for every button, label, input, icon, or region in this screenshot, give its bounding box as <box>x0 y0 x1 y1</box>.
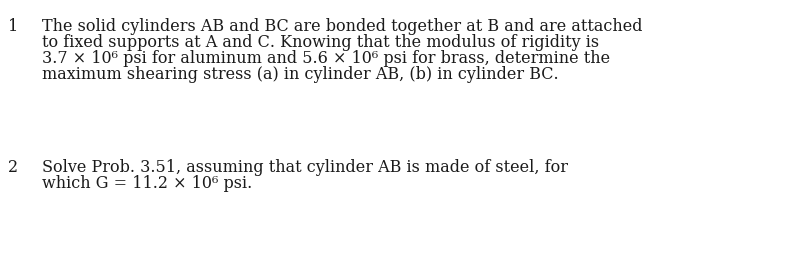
Text: 1: 1 <box>8 18 18 35</box>
Text: which ​G​ = 11.2 × 10⁶ psi.: which ​G​ = 11.2 × 10⁶ psi. <box>42 175 252 191</box>
Text: to fixed supports at ​A​ and ​C​. Knowing that the modulus of rigidity is: to fixed supports at ​A​ and ​C​. Knowin… <box>42 34 599 51</box>
Text: The solid cylinders ​AB​ and ​BC​ are bonded together at ​B​ and are attached: The solid cylinders ​AB​ and ​BC​ are bo… <box>42 18 642 35</box>
Text: Solve Prob. 3.51, assuming that cylinder ​AB​ is made of steel, for: Solve Prob. 3.51, assuming that cylinder… <box>42 159 568 176</box>
Text: 3.7 × 10⁶ psi for aluminum and 5.6 × 10⁶ psi for brass, determine the: 3.7 × 10⁶ psi for aluminum and 5.6 × 10⁶… <box>42 50 610 67</box>
Text: 2: 2 <box>8 159 18 176</box>
Text: maximum shearing stress (​a​) in cylinder ​AB​, (​b​) in cylinder ​BC​.: maximum shearing stress (​a​) in cylinde… <box>42 66 559 82</box>
